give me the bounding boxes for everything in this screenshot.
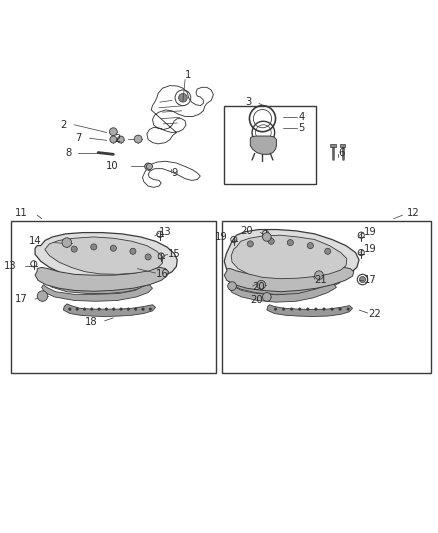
Circle shape [268, 238, 274, 244]
Circle shape [314, 308, 317, 310]
Text: 16: 16 [155, 269, 168, 279]
Circle shape [37, 291, 48, 301]
Polygon shape [229, 284, 336, 302]
Circle shape [141, 308, 144, 310]
Text: 14: 14 [29, 236, 42, 246]
Text: 15: 15 [168, 249, 180, 260]
Bar [330, 144, 336, 147]
Text: 21: 21 [314, 276, 328, 285]
Text: 20: 20 [240, 226, 252, 236]
Text: 22: 22 [369, 309, 381, 319]
Polygon shape [231, 235, 347, 279]
Polygon shape [64, 304, 155, 317]
Circle shape [247, 241, 253, 247]
Circle shape [127, 308, 130, 310]
Circle shape [179, 93, 187, 102]
Text: 19: 19 [364, 244, 377, 254]
Circle shape [69, 308, 71, 310]
Text: 10: 10 [106, 161, 119, 172]
Circle shape [62, 238, 71, 247]
Text: 19: 19 [215, 232, 228, 242]
Polygon shape [229, 276, 343, 294]
Text: 20: 20 [252, 282, 265, 293]
Text: 17: 17 [364, 274, 377, 285]
Circle shape [91, 244, 97, 250]
Circle shape [274, 308, 277, 310]
Text: 7: 7 [76, 133, 82, 143]
Circle shape [307, 308, 309, 310]
Text: 2: 2 [114, 134, 121, 144]
Polygon shape [267, 305, 353, 317]
Bar [224, 106, 315, 184]
Circle shape [117, 136, 124, 143]
Polygon shape [35, 268, 169, 292]
Text: 11: 11 [15, 208, 28, 218]
Circle shape [76, 308, 78, 310]
Circle shape [257, 280, 265, 289]
Polygon shape [44, 277, 155, 294]
Circle shape [283, 308, 285, 310]
Circle shape [298, 308, 301, 310]
Circle shape [262, 232, 271, 241]
Circle shape [145, 163, 152, 170]
Circle shape [360, 277, 366, 282]
Bar [11, 221, 215, 373]
Circle shape [149, 308, 152, 310]
Circle shape [130, 248, 136, 254]
Circle shape [262, 293, 271, 301]
Circle shape [91, 308, 93, 310]
Circle shape [71, 246, 77, 252]
Polygon shape [224, 230, 359, 284]
Text: 6: 6 [338, 148, 345, 158]
Text: 3: 3 [245, 97, 251, 107]
Bar [340, 144, 345, 147]
Text: 19: 19 [364, 227, 377, 237]
Text: 13: 13 [159, 227, 172, 237]
Circle shape [146, 164, 152, 169]
Circle shape [307, 243, 313, 249]
Circle shape [105, 308, 108, 310]
Polygon shape [224, 268, 354, 292]
Circle shape [110, 128, 117, 135]
Text: 4: 4 [298, 112, 304, 123]
Text: 13: 13 [4, 261, 16, 271]
Text: 8: 8 [65, 148, 71, 158]
Circle shape [287, 239, 293, 246]
Polygon shape [251, 136, 276, 155]
Text: 20: 20 [251, 295, 263, 305]
Text: 17: 17 [15, 294, 28, 304]
Circle shape [110, 245, 117, 251]
Text: 5: 5 [298, 123, 304, 133]
Text: 12: 12 [407, 208, 420, 218]
Text: 2: 2 [60, 120, 67, 130]
Circle shape [347, 308, 350, 310]
Circle shape [339, 308, 341, 310]
Polygon shape [45, 237, 162, 274]
Text: 9: 9 [171, 168, 177, 178]
Polygon shape [35, 232, 177, 282]
Circle shape [83, 308, 86, 310]
Bar [222, 221, 431, 373]
Circle shape [228, 282, 237, 290]
Circle shape [134, 135, 142, 143]
Circle shape [134, 308, 137, 310]
Circle shape [145, 254, 151, 260]
Circle shape [113, 308, 115, 310]
Circle shape [110, 136, 117, 143]
Polygon shape [42, 285, 152, 301]
Circle shape [325, 248, 331, 254]
Circle shape [290, 308, 293, 310]
Circle shape [120, 308, 122, 310]
Circle shape [98, 308, 100, 310]
Text: 18: 18 [85, 317, 97, 327]
Circle shape [314, 271, 323, 279]
Circle shape [331, 308, 333, 310]
Circle shape [323, 308, 325, 310]
Text: 1: 1 [185, 70, 191, 80]
